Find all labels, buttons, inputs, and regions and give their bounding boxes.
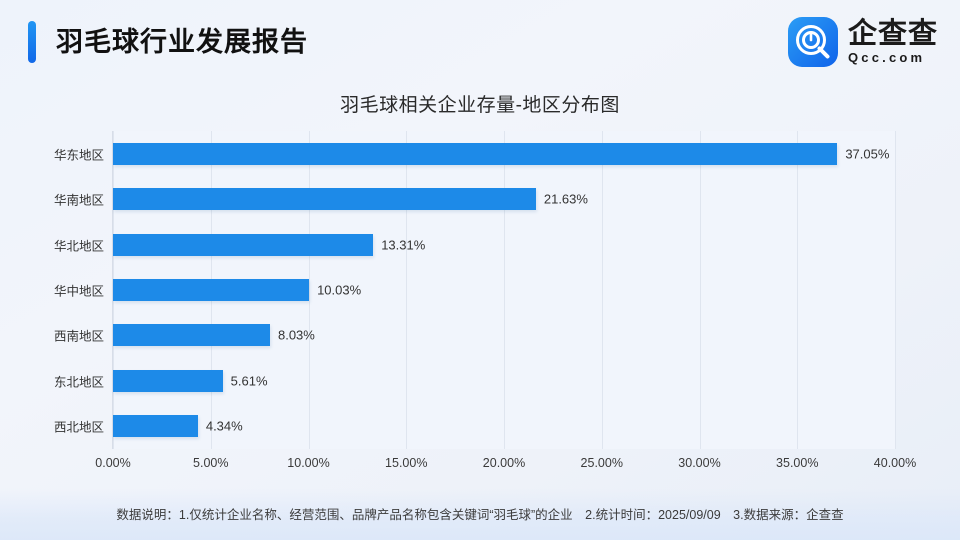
x-axis-tick-label: 35.00% — [776, 456, 819, 470]
chart-bar[interactable] — [113, 233, 374, 256]
chart-bar[interactable] — [113, 369, 223, 392]
y-axis-category-label: 华南地区 — [53, 193, 104, 208]
x-axis-tick-label: 0.00% — [95, 456, 131, 470]
qcc-magnifier-logo-icon — [787, 17, 838, 67]
x-axis-tick-label: 15.00% — [385, 456, 428, 470]
gridline — [895, 131, 896, 449]
bar-value-label: 10.03% — [317, 282, 362, 298]
x-axis-tick-label: 10.00% — [287, 456, 330, 470]
x-axis-tick-label: 20.00% — [482, 456, 526, 470]
chart-bar[interactable] — [113, 324, 270, 347]
y-axis-category-label: 东北地区 — [53, 375, 104, 390]
bar-value-label: 8.03% — [277, 327, 315, 343]
chart-bar[interactable] — [113, 279, 310, 301]
gridline — [699, 131, 701, 449]
chart-bar[interactable] — [113, 142, 838, 165]
title-accent-bar — [28, 21, 36, 63]
chart-title: 羽毛球相关企业存量-地区分布图 — [340, 95, 620, 116]
bar-value-label: 13.31% — [381, 237, 426, 253]
x-axis-tick-label: 40.00% — [873, 456, 917, 470]
brand-logo-text: 企查查 Qcc.com — [848, 19, 938, 65]
page-footer: 数据说明：1.仅统计企业名称、经营范围、品牌产品名称包含关键词“羽毛球”的企业 … — [0, 488, 960, 540]
gridline — [406, 131, 408, 449]
gridline — [797, 131, 799, 449]
brand-name-en: Qcc.com — [847, 50, 926, 65]
y-axis-category-label: 华中地区 — [53, 284, 104, 299]
footer-note: 数据说明：1.仅统计企业名称、经营范围、品牌产品名称包含关键词“羽毛球”的企业 … — [116, 508, 844, 522]
x-axis-tick-label: 5.00% — [193, 456, 229, 470]
y-axis-category-label: 华北地区 — [53, 239, 104, 254]
bar-value-label: 5.61% — [230, 373, 268, 389]
x-axis-tick-label: 25.00% — [580, 456, 623, 470]
bar-value-label: 37.05% — [845, 146, 890, 162]
gridline — [601, 131, 603, 449]
brand-logo: 企查查 Qcc.com — [787, 16, 938, 68]
x-axis-tick-label: 30.00% — [678, 456, 721, 470]
bar-value-label: 21.63% — [543, 191, 588, 207]
chart-bar[interactable] — [113, 188, 536, 211]
page-header: 羽毛球行业发展报告 企查查 Qcc.com — [0, 0, 960, 84]
chart-bar[interactable] — [113, 415, 198, 438]
y-axis-category-label: 西南地区 — [53, 329, 104, 344]
page-title: 羽毛球行业发展报告 — [56, 27, 308, 57]
brand-name-cn: 企查查 — [847, 18, 938, 50]
bar-value-label: 4.34% — [205, 418, 243, 434]
y-axis-category-label: 西北地区 — [53, 420, 104, 435]
gridline — [504, 131, 505, 449]
y-axis-line — [112, 131, 113, 449]
y-axis-category-label: 华东地区 — [53, 148, 104, 163]
